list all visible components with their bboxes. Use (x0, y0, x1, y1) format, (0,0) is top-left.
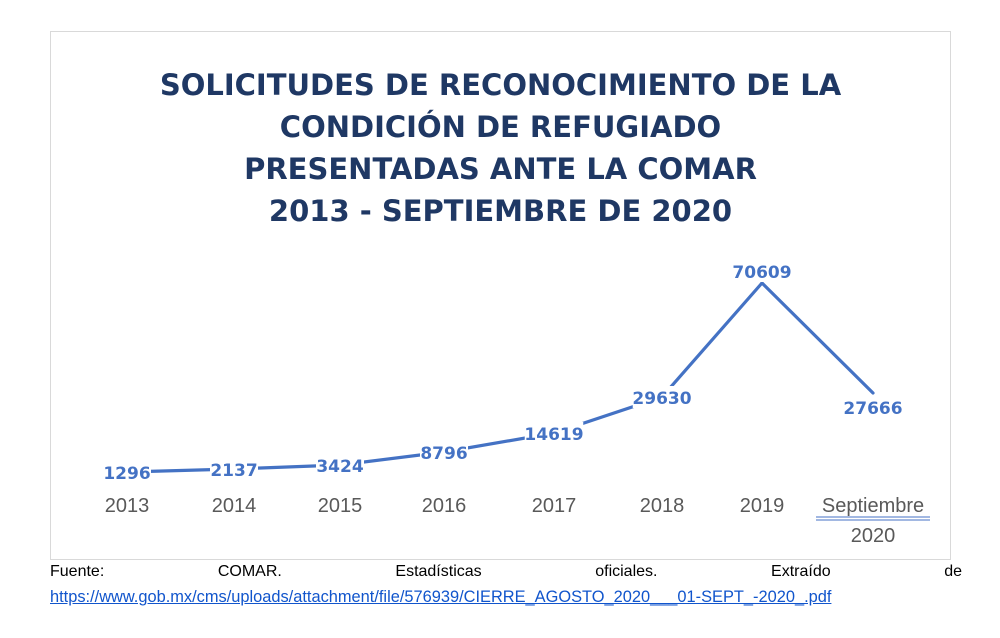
x-tick-label: 2020 (851, 525, 896, 547)
footer-word: Extraído (771, 563, 831, 580)
footer-word: Estadísticas (395, 563, 482, 580)
footer-word: de (944, 563, 962, 580)
data-label: 29630 (632, 389, 691, 409)
data-label: 2137 (210, 461, 257, 481)
data-label-background (103, 461, 151, 483)
x-tick-label: Septiembre (822, 495, 924, 517)
chart-title-line-1: SOLICITUDES DE RECONOCIMIENTO DE LA (159, 68, 842, 102)
x-tick-label: 2019 (740, 495, 785, 517)
footer-source-link[interactable]: https://www.gob.mx/cms/uploads/attachmen… (50, 588, 832, 606)
data-label: 8796 (420, 444, 467, 464)
data-label: 70609 (732, 263, 791, 283)
data-label-background (210, 458, 258, 480)
footer-word: oficiales. (595, 563, 658, 580)
data-label: 27666 (843, 399, 902, 419)
chart-title-line-2: CONDICIÓN DE REFUGIADO (279, 110, 722, 144)
x-tick-label: 2017 (532, 495, 577, 517)
series-line-segment (760, 281, 875, 395)
data-label: 14619 (524, 425, 583, 445)
data-label-background (732, 260, 792, 282)
footer-source: Fuente: COMAR. Estadísticas oficiales. Extra… (50, 563, 962, 581)
line-chart: 1296 2137 3424 8796 14619 29630 70609 27666 2013… (103, 260, 930, 547)
data-label-background (843, 396, 903, 418)
x-tick-label: 2016 (422, 495, 467, 517)
chart-title-line-4: 2013 - SEPTIEMBRE DE 2020 (268, 194, 733, 228)
chart-title: SOLICITUDES DE RECONOCIMIENTO DE LA COND… (50, 64, 951, 232)
data-label-background (420, 441, 468, 463)
x-tick-label: 2018 (640, 495, 685, 517)
data-label: 3424 (316, 457, 363, 477)
data-label-background (632, 386, 692, 408)
data-label: 1296 (103, 464, 150, 484)
data-label-background (316, 454, 364, 476)
x-tick-label: 2015 (318, 495, 363, 517)
footer-word: COMAR. (217, 563, 282, 580)
chart-frame (50, 31, 951, 560)
footer-word: Fuente: (50, 563, 105, 580)
data-label-background (524, 422, 584, 444)
x-tick-label: 2013 (105, 495, 150, 517)
x-tick-label: 2014 (212, 495, 257, 517)
chart-title-line-3: PRESENTADAS ANTE LA COMAR (244, 152, 757, 186)
series-line-segment (660, 281, 764, 399)
